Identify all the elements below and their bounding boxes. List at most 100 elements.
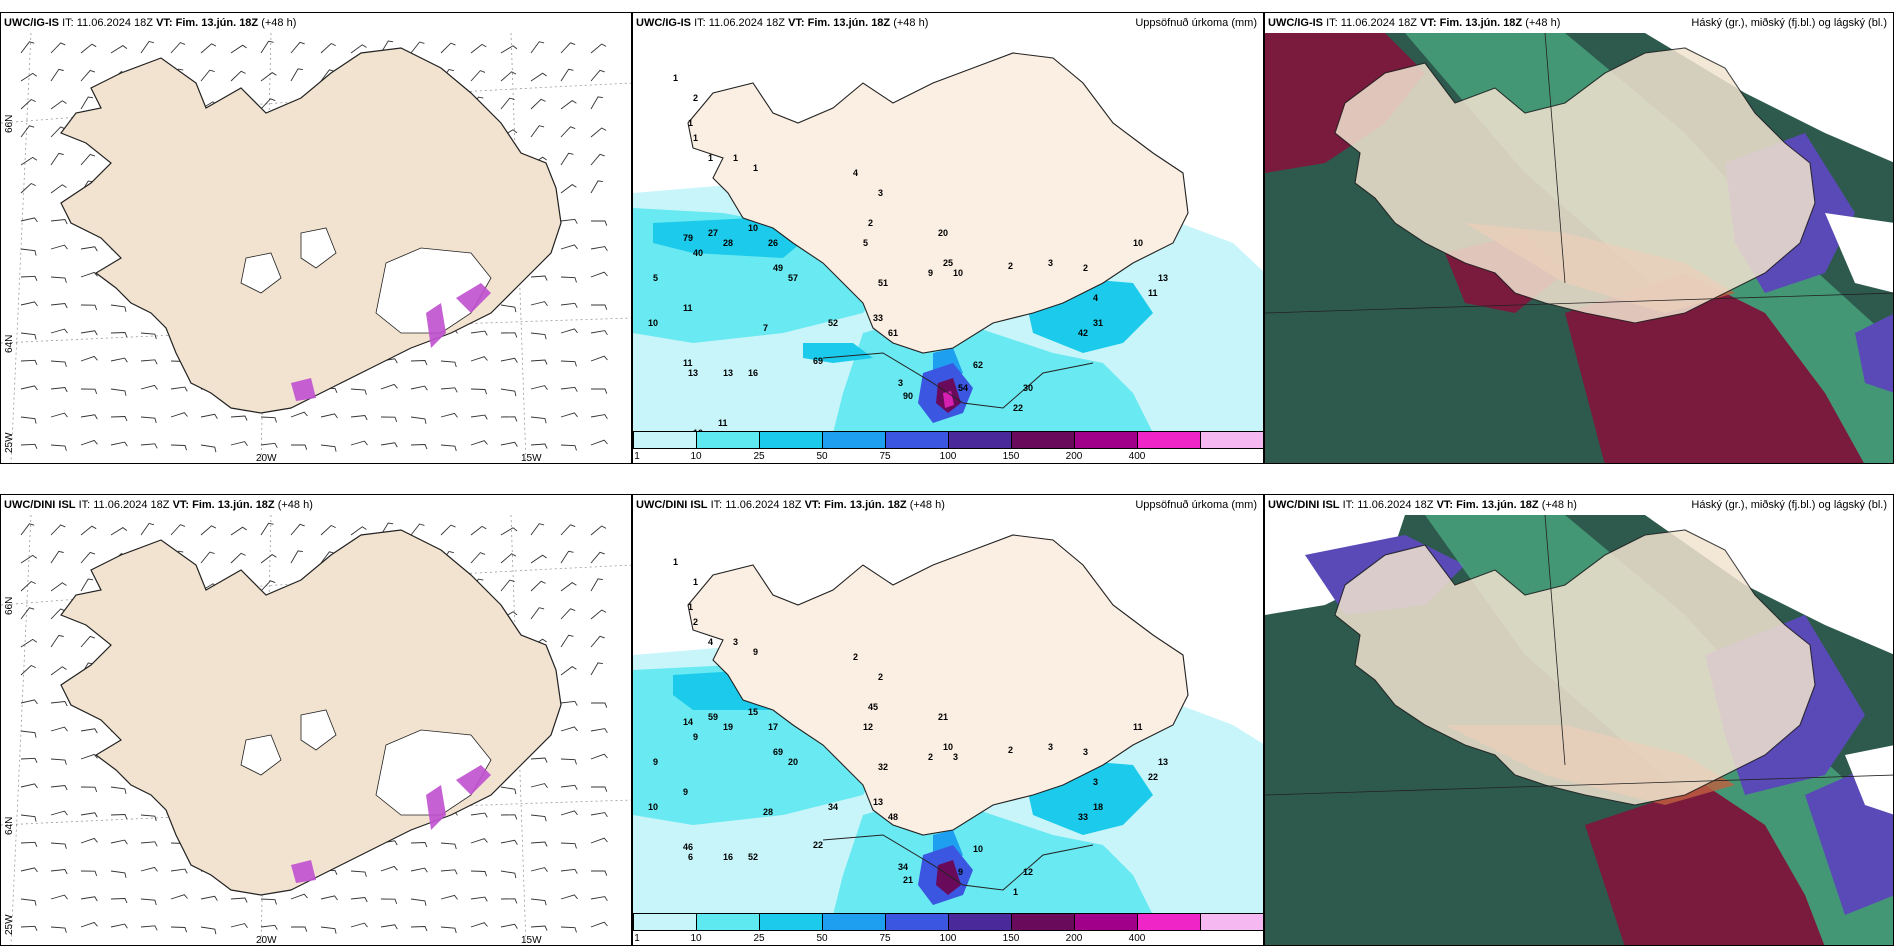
wind-barb	[110, 357, 128, 363]
wind-barb	[560, 894, 578, 900]
wind-barb	[500, 923, 518, 929]
precip-value-label: 28	[723, 238, 734, 248]
wind-barb	[140, 898, 157, 906]
wind-barb	[350, 44, 367, 54]
wind-barb	[290, 550, 303, 564]
wind-barb	[470, 838, 488, 844]
wind-barb	[20, 730, 37, 738]
wind-barb	[560, 152, 574, 166]
wind-barb	[110, 870, 127, 878]
precip-value-label: 1	[733, 153, 739, 163]
wind-map	[1, 514, 631, 945]
wind-barb	[410, 416, 427, 424]
wind-barb	[80, 388, 98, 395]
precip-value-label: 3	[878, 188, 884, 198]
wind-barb	[80, 728, 98, 734]
precip-value-label: 90	[903, 391, 914, 401]
colorbar-tick-label: 150	[1002, 933, 1020, 944]
wind-barb	[20, 867, 38, 873]
precip-value-label: 1	[693, 577, 699, 587]
wind-barb	[590, 43, 607, 54]
precip-value-label: 61	[888, 328, 899, 338]
wind-barb	[50, 926, 67, 933]
wind-barb	[20, 783, 38, 789]
precip-value-label: 10	[648, 318, 659, 328]
precip-value-label: 12	[863, 722, 874, 732]
wind-barb	[110, 898, 128, 904]
wind-barb	[140, 40, 155, 54]
wind-barb	[560, 868, 578, 874]
wind-barb	[380, 898, 398, 905]
wind-barb	[590, 246, 608, 252]
precip-value-label: 2	[1008, 261, 1014, 271]
wind-barb	[200, 69, 215, 82]
precip-value-label: 10	[748, 223, 759, 233]
lon-label-15: 15W	[521, 453, 542, 464]
wind-barb	[470, 896, 488, 902]
precip-value-label: 34	[898, 862, 909, 872]
wind-barb	[50, 550, 64, 564]
wind-barb	[80, 439, 98, 446]
precip-value-label: 4	[1093, 293, 1099, 303]
panel-header: UWC/IG-IS IT: 11.06.2024 18Z VT: Fim. 13…	[1268, 17, 1561, 29]
wind-barb	[110, 839, 128, 845]
wind-barb	[530, 416, 547, 424]
wind-barb	[200, 444, 217, 453]
wind-barb	[440, 926, 457, 934]
wind-barb	[20, 443, 38, 449]
wind-barb	[200, 895, 218, 901]
panel-header: UWC/DINI ISL IT: 11.06.2024 18Z VT: Fim.…	[1268, 499, 1577, 511]
cloud-map	[1265, 32, 1893, 463]
wind-barb	[590, 414, 608, 420]
wind-barb	[230, 441, 248, 446]
wind-barb	[20, 416, 37, 424]
wind-barb	[380, 865, 398, 872]
colorbar-swatch	[1074, 431, 1138, 449]
wind-barb	[410, 898, 427, 906]
wind-barb	[470, 356, 488, 362]
wind-barb	[380, 924, 398, 930]
wind-barb	[50, 810, 68, 816]
precip-value-label: 2	[693, 617, 699, 627]
precip-value-label: 20	[938, 228, 949, 238]
wind-barb	[470, 330, 488, 336]
wind-barb	[591, 786, 608, 792]
wind-barb	[140, 384, 158, 390]
wind-barb	[80, 786, 98, 793]
precip-value-label: 2	[1008, 745, 1014, 755]
wind-map	[1, 32, 631, 463]
precip-value-label: 9	[653, 757, 659, 767]
wind-barb	[50, 785, 68, 791]
wind-barb	[170, 444, 188, 451]
precip-value-label: 22	[1013, 403, 1024, 413]
colorbar-tick-label: 400	[1128, 451, 1146, 462]
wind-barb	[320, 69, 335, 82]
precip-value-label: 2	[928, 752, 934, 762]
precip-value-label: 3	[1093, 777, 1099, 787]
wind-barb	[590, 551, 605, 564]
wind-barb	[20, 523, 35, 536]
wind-barb	[320, 42, 336, 54]
precip-value-label: 5	[653, 273, 659, 283]
wind-barb	[140, 359, 158, 365]
wind-barb	[20, 72, 38, 82]
lat-label-66: 66N	[4, 114, 15, 133]
wind-barb	[20, 757, 38, 763]
wind-barb	[590, 921, 608, 928]
wind-barb	[20, 248, 37, 256]
wind-barb	[140, 925, 158, 931]
wind-barb	[560, 244, 578, 250]
wind-barb	[500, 527, 518, 536]
precip-value-label: 3	[1048, 742, 1054, 752]
wind-barb	[530, 814, 547, 822]
wind-barb	[110, 388, 127, 396]
colorbar-tick-label: 200	[1065, 451, 1083, 462]
precip-value-label: 1	[753, 163, 759, 173]
wind-barb	[470, 525, 487, 536]
wind-barb	[591, 220, 608, 226]
wind-barb	[560, 360, 577, 367]
lat-label-64: 64N	[4, 334, 15, 353]
wind-barb	[320, 524, 336, 536]
precip-value-label: 4	[708, 637, 714, 647]
wind-barb	[560, 758, 577, 765]
